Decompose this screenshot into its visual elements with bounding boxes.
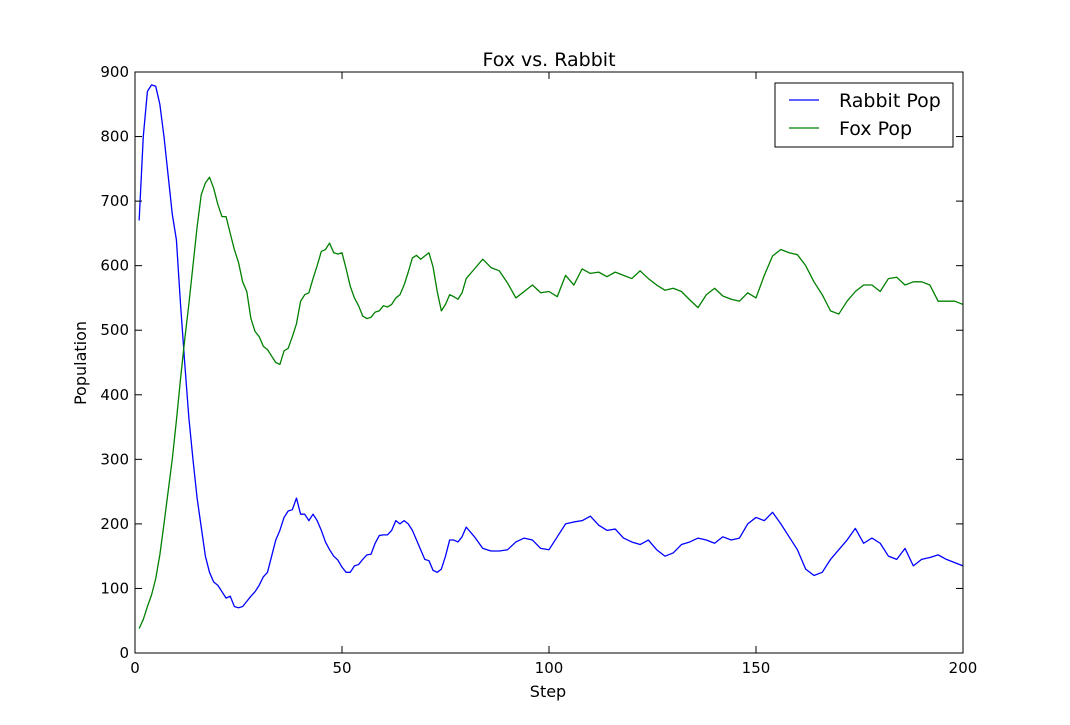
y-tick-label: 500	[100, 321, 129, 339]
y-tick-label: 600	[100, 257, 129, 275]
y-tick-label: 900	[100, 63, 129, 81]
plot-frame	[134, 71, 964, 654]
legend-label: Rabbit Pop	[839, 90, 941, 112]
x-tick-label: 150	[742, 659, 771, 677]
x-tick-label: 100	[535, 659, 564, 677]
y-tick-label: 300	[100, 450, 129, 468]
y-tick-label: 800	[100, 128, 129, 146]
x-tick-label: 0	[130, 659, 140, 677]
series-line-rabbit-pop	[138, 84, 963, 609]
y-tick-label: 0	[119, 644, 129, 662]
chart-title: Fox vs. Rabbit	[482, 49, 615, 71]
x-axis-title: Step	[530, 682, 566, 701]
legend-box	[774, 82, 954, 148]
y-tick-label: 700	[100, 192, 129, 210]
y-axis-title: Population	[71, 321, 90, 405]
x-tick-label: 50	[332, 659, 351, 677]
legend-label: Fox Pop	[839, 118, 912, 140]
x-tick-label: 200	[949, 659, 978, 677]
y-tick-label: 200	[100, 515, 129, 533]
plot-area: 0 50 100 150 200 0 100 200 300 400 500 600 700 800 900	[100, 63, 977, 677]
legend: Rabbit Pop Fox Pop	[774, 82, 954, 148]
series-line-fox-pop	[138, 176, 963, 629]
y-tick-label: 100	[100, 579, 129, 597]
y-tick-label: 400	[100, 386, 129, 404]
